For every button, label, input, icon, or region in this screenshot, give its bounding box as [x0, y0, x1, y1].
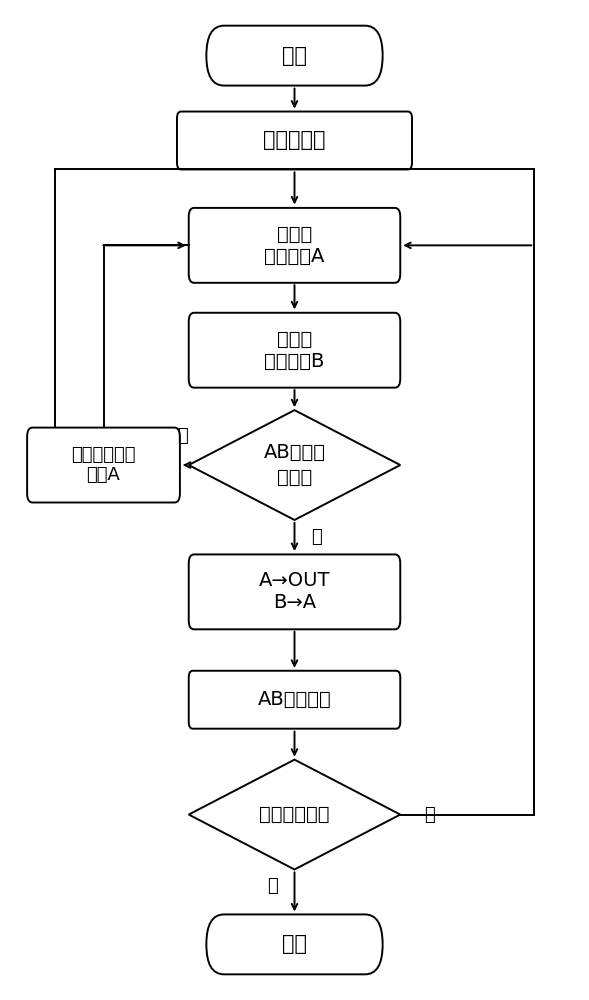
- Text: 读取第
一个字符A: 读取第 一个字符A: [264, 225, 325, 266]
- FancyBboxPatch shape: [27, 428, 180, 502]
- FancyBboxPatch shape: [177, 112, 412, 169]
- Text: 读取第
二个字符B: 读取第 二个字符B: [264, 330, 325, 371]
- Text: 否: 否: [311, 528, 322, 546]
- FancyBboxPatch shape: [188, 554, 401, 629]
- Text: 取出索引号赋
值给A: 取出索引号赋 值给A: [71, 446, 136, 484]
- Text: 开始: 开始: [282, 46, 307, 66]
- Polygon shape: [188, 760, 401, 869]
- Text: A→OUT
B→A: A→OUT B→A: [259, 571, 330, 612]
- Text: 数据流结束？: 数据流结束？: [259, 805, 330, 824]
- FancyBboxPatch shape: [188, 208, 401, 283]
- FancyBboxPatch shape: [188, 671, 401, 729]
- Text: AB是否在
字典中: AB是否在 字典中: [263, 443, 326, 487]
- Text: 否: 否: [423, 806, 435, 824]
- Text: AB放入索引: AB放入索引: [257, 690, 332, 709]
- Text: 是: 是: [177, 427, 188, 445]
- Text: 结束: 结束: [282, 934, 307, 954]
- FancyBboxPatch shape: [188, 313, 401, 388]
- FancyBboxPatch shape: [206, 26, 383, 86]
- Polygon shape: [188, 410, 401, 520]
- FancyBboxPatch shape: [206, 914, 383, 974]
- Text: 是: 是: [267, 877, 278, 895]
- Text: 字典初始化: 字典初始化: [263, 130, 326, 150]
